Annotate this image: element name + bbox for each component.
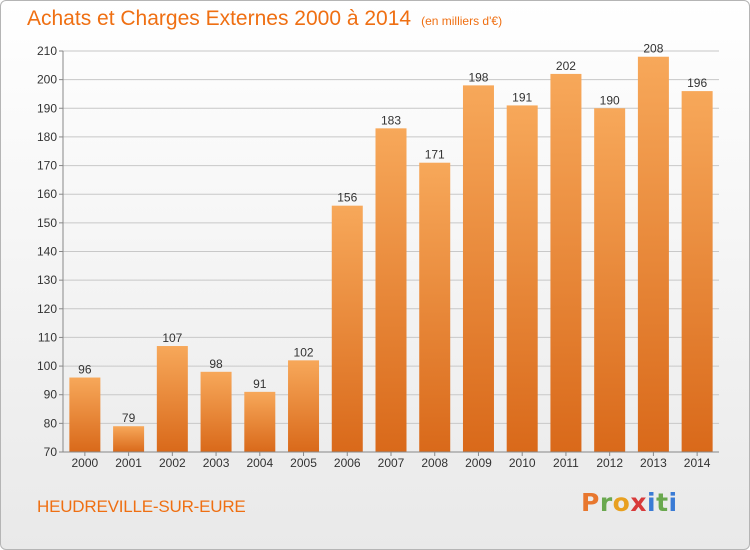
bar-2010 [506, 105, 538, 453]
x-tick-label-2000: 2000 [72, 456, 99, 470]
proxiti-logo[interactable]: Proxiti [581, 488, 678, 517]
y-tick-label: 90 [44, 388, 58, 402]
x-tick-label-2014: 2014 [684, 456, 711, 470]
y-axis: 70 80 90 100 110 120 130 140 150 160 170 180 190 200 2… [37, 44, 64, 459]
title-unit: (en milliers d'€) [421, 14, 503, 28]
value-label-2001: 79 [122, 411, 136, 425]
value-label-2004: 91 [253, 377, 267, 391]
value-label-2003: 98 [209, 357, 223, 371]
x-tick-label-2002: 2002 [159, 456, 186, 470]
value-label-2010: 191 [512, 90, 532, 104]
x-tick-label-2012: 2012 [596, 456, 623, 470]
y-tick-label: 120 [37, 302, 57, 316]
bar-2007 [375, 128, 407, 452]
bar-2009 [462, 85, 494, 452]
y-tick-label: 110 [38, 330, 57, 344]
y-tick-label: 180 [37, 130, 57, 144]
y-tick-label: 190 [37, 101, 57, 115]
value-label-2008: 171 [425, 148, 445, 162]
y-tick-label: 100 [37, 359, 57, 373]
logo-letter: r [599, 488, 613, 517]
value-label-2002: 107 [162, 331, 182, 345]
x-tick-label-2013: 2013 [640, 456, 667, 470]
title-text: Achats et Charges Externes 2000 à 2014 [27, 7, 412, 30]
value-label-2011: 202 [556, 59, 576, 73]
y-tick-label: 160 [37, 187, 57, 201]
bar-2004 [244, 391, 276, 452]
x-tick-label-2008: 2008 [421, 456, 448, 470]
x-axis: 2000 2001 2002 2003 2004 2005 2006 2007 2008 2009… [63, 451, 719, 470]
y-tick-label: 150 [37, 216, 57, 230]
x-tick-label-2011: 2011 [553, 456, 579, 470]
bar-2014 [681, 91, 713, 452]
bars: 96 79 107 98 91 102 156 183 171 198 191 202 190 208 19… [69, 42, 713, 453]
bar-2005 [288, 360, 320, 452]
x-tick-label-2006: 2006 [334, 456, 361, 470]
x-tick-label-2004: 2004 [246, 456, 273, 470]
bar-2008 [419, 162, 451, 452]
y-tick-label: 140 [37, 245, 57, 259]
bar-2012 [594, 108, 626, 453]
bar-2003 [200, 371, 232, 452]
x-tick-label-2005: 2005 [290, 456, 317, 470]
y-tick-label: 70 [44, 445, 58, 459]
logo-letter: t [656, 488, 669, 517]
bar-2000 [69, 377, 101, 452]
bar-2013 [637, 56, 669, 452]
logo-letter: P [581, 488, 600, 517]
y-tick-label: 200 [37, 73, 57, 87]
logo-letter: i [647, 488, 657, 517]
bar-2011 [550, 73, 582, 453]
value-label-2005: 102 [294, 345, 314, 359]
logo-letter: i [668, 488, 678, 517]
value-label-2013: 208 [643, 42, 663, 56]
y-tick-label: 130 [37, 273, 57, 287]
x-tick-label-2001: 2001 [115, 456, 142, 470]
value-label-2014: 196 [687, 76, 707, 90]
value-label-2012: 190 [600, 93, 620, 107]
value-label-2006: 156 [337, 191, 357, 205]
y-tick-label: 80 [44, 416, 58, 430]
logo-letter: o [612, 488, 631, 517]
chart-title: Achats et Charges Externes 2000 à 2014 (e… [27, 7, 502, 31]
value-label-2009: 198 [468, 70, 488, 84]
value-label-2007: 183 [381, 113, 401, 127]
value-label-2000: 96 [78, 363, 92, 377]
x-tick-label-2010: 2010 [509, 456, 536, 470]
y-tick-label: 210 [37, 44, 57, 58]
place-name: HEUDREVILLE-SUR-EURE [37, 497, 246, 516]
x-tick-label-2009: 2009 [465, 456, 492, 470]
bar-2006 [331, 205, 363, 452]
x-tick-label-2007: 2007 [378, 456, 405, 470]
x-tick-label-2003: 2003 [203, 456, 230, 470]
bar-2001 [113, 426, 145, 452]
logo-letter: x [630, 488, 647, 517]
y-tick-label: 170 [37, 159, 57, 173]
bar-2002 [156, 346, 188, 452]
